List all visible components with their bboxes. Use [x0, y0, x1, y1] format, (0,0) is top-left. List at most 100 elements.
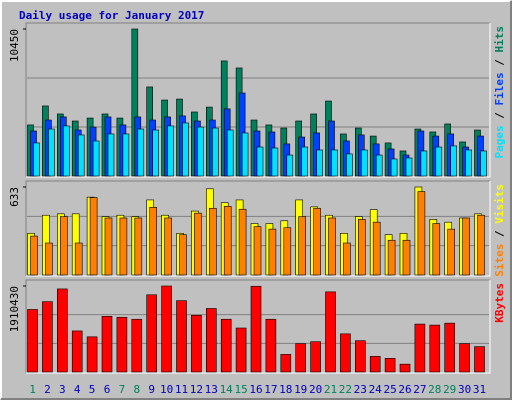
x-tick-label: 3 — [59, 383, 66, 396]
bar — [480, 150, 487, 177]
bar — [250, 285, 262, 373]
bar — [33, 142, 40, 177]
x-tick-label: 22 — [339, 383, 352, 396]
bar — [48, 128, 55, 177]
bar — [134, 217, 143, 276]
bar — [295, 343, 307, 373]
bar — [131, 318, 143, 373]
bar — [417, 191, 426, 276]
bar — [390, 158, 398, 177]
bar — [161, 285, 172, 373]
bar — [238, 208, 247, 276]
bar — [101, 316, 113, 373]
bar — [435, 146, 443, 177]
bar — [235, 327, 247, 373]
bar — [149, 206, 157, 276]
y-tick-label: 1910430 — [8, 286, 21, 332]
bar — [265, 318, 277, 373]
bar — [137, 128, 145, 177]
x-tick-label: 8 — [133, 383, 140, 396]
bar — [313, 207, 321, 276]
x-tick-label: 27 — [413, 383, 426, 396]
bar — [420, 150, 428, 177]
x-tick-label: 5 — [89, 383, 96, 396]
legend-separator: / — [493, 224, 506, 244]
bar — [357, 219, 366, 276]
legend: KBytes — [493, 283, 506, 323]
bar — [77, 134, 85, 177]
x-tick-label: 23 — [354, 383, 367, 396]
bar — [283, 227, 292, 276]
bar — [223, 206, 232, 276]
bar — [402, 239, 411, 276]
x-tick-label: 16 — [249, 383, 262, 396]
bar — [328, 217, 336, 276]
bar — [30, 235, 38, 276]
bar — [146, 294, 157, 373]
bar — [89, 197, 98, 276]
panel-edge-dark — [25, 180, 490, 276]
bar — [340, 333, 351, 373]
bar — [45, 242, 53, 276]
bar — [92, 140, 100, 177]
bar — [194, 212, 202, 276]
bar — [74, 242, 83, 276]
y-tick-label: 10450 — [8, 29, 21, 62]
bar — [369, 356, 381, 373]
legend-separator: / — [493, 106, 506, 126]
bar — [280, 354, 292, 373]
legend-entry: Sites — [493, 244, 506, 277]
panel-edge-light — [26, 280, 491, 374]
bar — [414, 323, 426, 373]
bar — [152, 129, 159, 177]
chart-title: Daily usage for January 2017 — [19, 9, 204, 22]
x-tick-label: 6 — [104, 383, 111, 396]
panel-edge-dark — [25, 22, 490, 177]
bar — [71, 330, 83, 373]
bar — [372, 221, 381, 276]
bar — [450, 145, 458, 177]
x-tick-label: 1 — [29, 383, 36, 396]
legend-entry: KBytes — [493, 283, 506, 323]
legend-entry: Visits — [493, 184, 506, 224]
bar — [310, 341, 321, 373]
bar — [206, 308, 217, 373]
bar — [346, 153, 353, 177]
bar — [268, 228, 277, 276]
bar — [477, 214, 485, 276]
x-tick-label: 10 — [160, 383, 173, 396]
bar — [59, 216, 68, 276]
bar — [447, 228, 456, 276]
x-tick-label: 18 — [279, 383, 292, 396]
bar — [444, 322, 456, 373]
bar — [107, 133, 115, 177]
bar — [429, 324, 441, 373]
x-tick-label: 9 — [148, 383, 155, 396]
bar — [164, 217, 172, 276]
bar — [226, 129, 234, 177]
bar — [191, 315, 202, 373]
bar — [384, 358, 396, 373]
x-tick-label: 29 — [443, 383, 456, 396]
legend-entry: Files — [493, 72, 506, 105]
bar — [197, 126, 204, 177]
bar — [474, 346, 485, 373]
legend: Sites / Visits — [493, 184, 506, 277]
legend: Pages / Files / Hits — [493, 26, 506, 159]
x-tick-label: 17 — [264, 383, 277, 396]
bar — [212, 127, 219, 177]
legend-entry: Pages — [493, 125, 506, 158]
bar — [209, 207, 217, 276]
bar — [119, 217, 128, 276]
bar — [331, 149, 338, 177]
bar — [220, 318, 232, 373]
bar — [167, 125, 174, 177]
bar — [182, 122, 189, 177]
x-tick-label: 26 — [398, 383, 411, 396]
bar — [462, 217, 470, 276]
bar — [62, 125, 70, 177]
x-tick-label: 2 — [44, 383, 51, 396]
bar — [286, 154, 294, 177]
bar — [399, 363, 411, 373]
